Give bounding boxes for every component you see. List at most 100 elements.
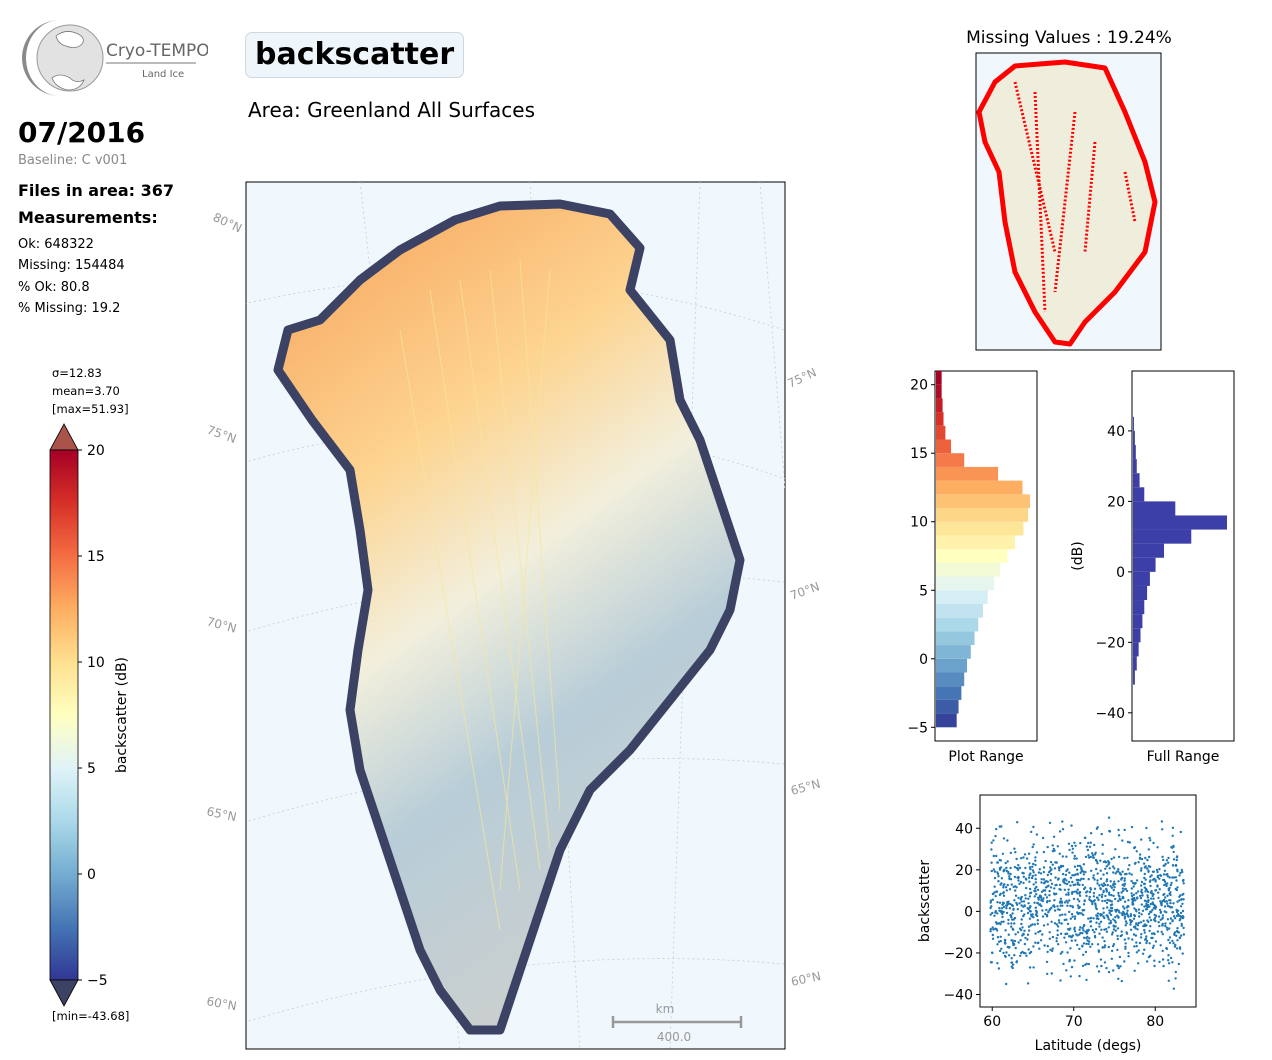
scatter-point (1145, 935, 1148, 938)
scatter-point (1147, 848, 1150, 851)
scatter-point (1049, 860, 1053, 864)
scatter-point (1087, 917, 1090, 920)
scatter-point (1179, 905, 1183, 908)
scatter-point (1046, 944, 1049, 948)
scatter-point (1059, 979, 1062, 982)
histogram-bar (936, 699, 959, 714)
scatter-ytick-label: 20 (955, 863, 973, 879)
histogram-bar (936, 371, 942, 385)
scatter-point (1013, 847, 1016, 850)
scatter-point (1173, 932, 1176, 935)
scatter-point (1181, 952, 1184, 955)
scatter-point (1014, 894, 1018, 897)
scatter-point (1045, 896, 1049, 899)
scatter-point (1125, 932, 1129, 935)
scatter-point (1069, 917, 1072, 920)
scatter-point (1008, 946, 1011, 949)
scatter-point (1164, 862, 1167, 866)
histogram-bar (936, 480, 1023, 495)
scatter-point (1078, 864, 1082, 868)
scatter-point (1005, 866, 1008, 870)
histogram-bar (936, 549, 1008, 563)
scatter-point (1138, 853, 1142, 856)
scatter-point (1012, 885, 1015, 889)
scatter-point (1070, 912, 1074, 916)
lat-label-65n-left: 65°N (205, 804, 237, 824)
scatter-point (1133, 846, 1137, 849)
scatter-point (1061, 913, 1064, 916)
hist-plot-ytick-label: 20 (910, 378, 928, 394)
scatter-point (1013, 916, 1017, 920)
scatter-point (1162, 873, 1166, 876)
scatter-point (994, 834, 997, 838)
colorbar-sigma: σ=12.83 (52, 366, 102, 380)
scatter-point (1180, 898, 1183, 901)
scatter-point (1172, 902, 1175, 905)
scatter-point (1049, 886, 1053, 889)
scatter-point (1087, 962, 1090, 966)
scatter-point (1064, 873, 1068, 877)
histogram-bar (936, 631, 975, 646)
scatter-point (1123, 877, 1126, 880)
scatter-point (1147, 865, 1151, 868)
scatter-point (1109, 903, 1113, 907)
scatter-point (1059, 864, 1063, 868)
scatter-point (1075, 890, 1078, 893)
histogram-bar (1133, 656, 1137, 671)
scatter-point (1056, 878, 1060, 881)
stat-missing: Missing: 154484 (18, 258, 125, 273)
scatter-point (1061, 855, 1064, 858)
scale-unit: km (656, 1002, 675, 1016)
scatter-point (1144, 908, 1148, 911)
scatter-point (1099, 869, 1102, 872)
scatter-point (1082, 924, 1086, 928)
scatter-point (1061, 872, 1065, 876)
scatter-point (1081, 932, 1084, 935)
scatter-point (1125, 922, 1128, 925)
scatter-point (1141, 894, 1144, 897)
scatter-point (1065, 918, 1068, 921)
scatter-point (1042, 870, 1046, 874)
scatter-point (1017, 875, 1020, 879)
scatter-point (1151, 936, 1154, 940)
scatter-point (1003, 954, 1007, 958)
scatter-point (1024, 894, 1027, 897)
scatter-point (1096, 882, 1099, 885)
scatter-point (1021, 871, 1024, 875)
scatter-point (1108, 893, 1111, 896)
scatter-point (992, 854, 995, 858)
scatter-point (1137, 949, 1140, 952)
scatter-point (1176, 870, 1179, 873)
scatter-point (1107, 945, 1110, 949)
scatter-point (1065, 893, 1068, 896)
scatter-point (1096, 862, 1099, 865)
scatter-point (1067, 888, 1070, 891)
scatter-point (1175, 879, 1178, 882)
scatter-point (1025, 878, 1028, 881)
scatter-point (1130, 879, 1133, 883)
scatter-point (1175, 914, 1179, 918)
scatter-point (1141, 891, 1144, 894)
scatter-xlabel: Latitude (degs) (1035, 1038, 1142, 1054)
scatter-point (1073, 857, 1076, 860)
scatter-point (1144, 856, 1147, 860)
scatter-point (1078, 912, 1081, 915)
scatter-point (1140, 903, 1143, 906)
histogram-bar (1133, 501, 1176, 516)
scatter-point (1017, 879, 1020, 882)
scatter-point (1076, 864, 1080, 868)
scatter-point (1053, 922, 1057, 925)
scatter-point (1171, 864, 1175, 867)
scatter-point (1029, 913, 1033, 916)
scatter-point (1160, 820, 1164, 823)
scatter-point (1110, 857, 1113, 861)
scatter-point (992, 839, 995, 842)
scatter-point (1164, 922, 1167, 925)
scatter-point (1056, 905, 1059, 908)
histogram-bar (936, 508, 1029, 522)
colorbar-tick-label: 0 (87, 867, 96, 883)
histogram-bar (936, 562, 1000, 577)
scatter-point (1127, 899, 1130, 902)
scatter-point (1089, 888, 1093, 891)
scatter-point (1037, 898, 1040, 901)
